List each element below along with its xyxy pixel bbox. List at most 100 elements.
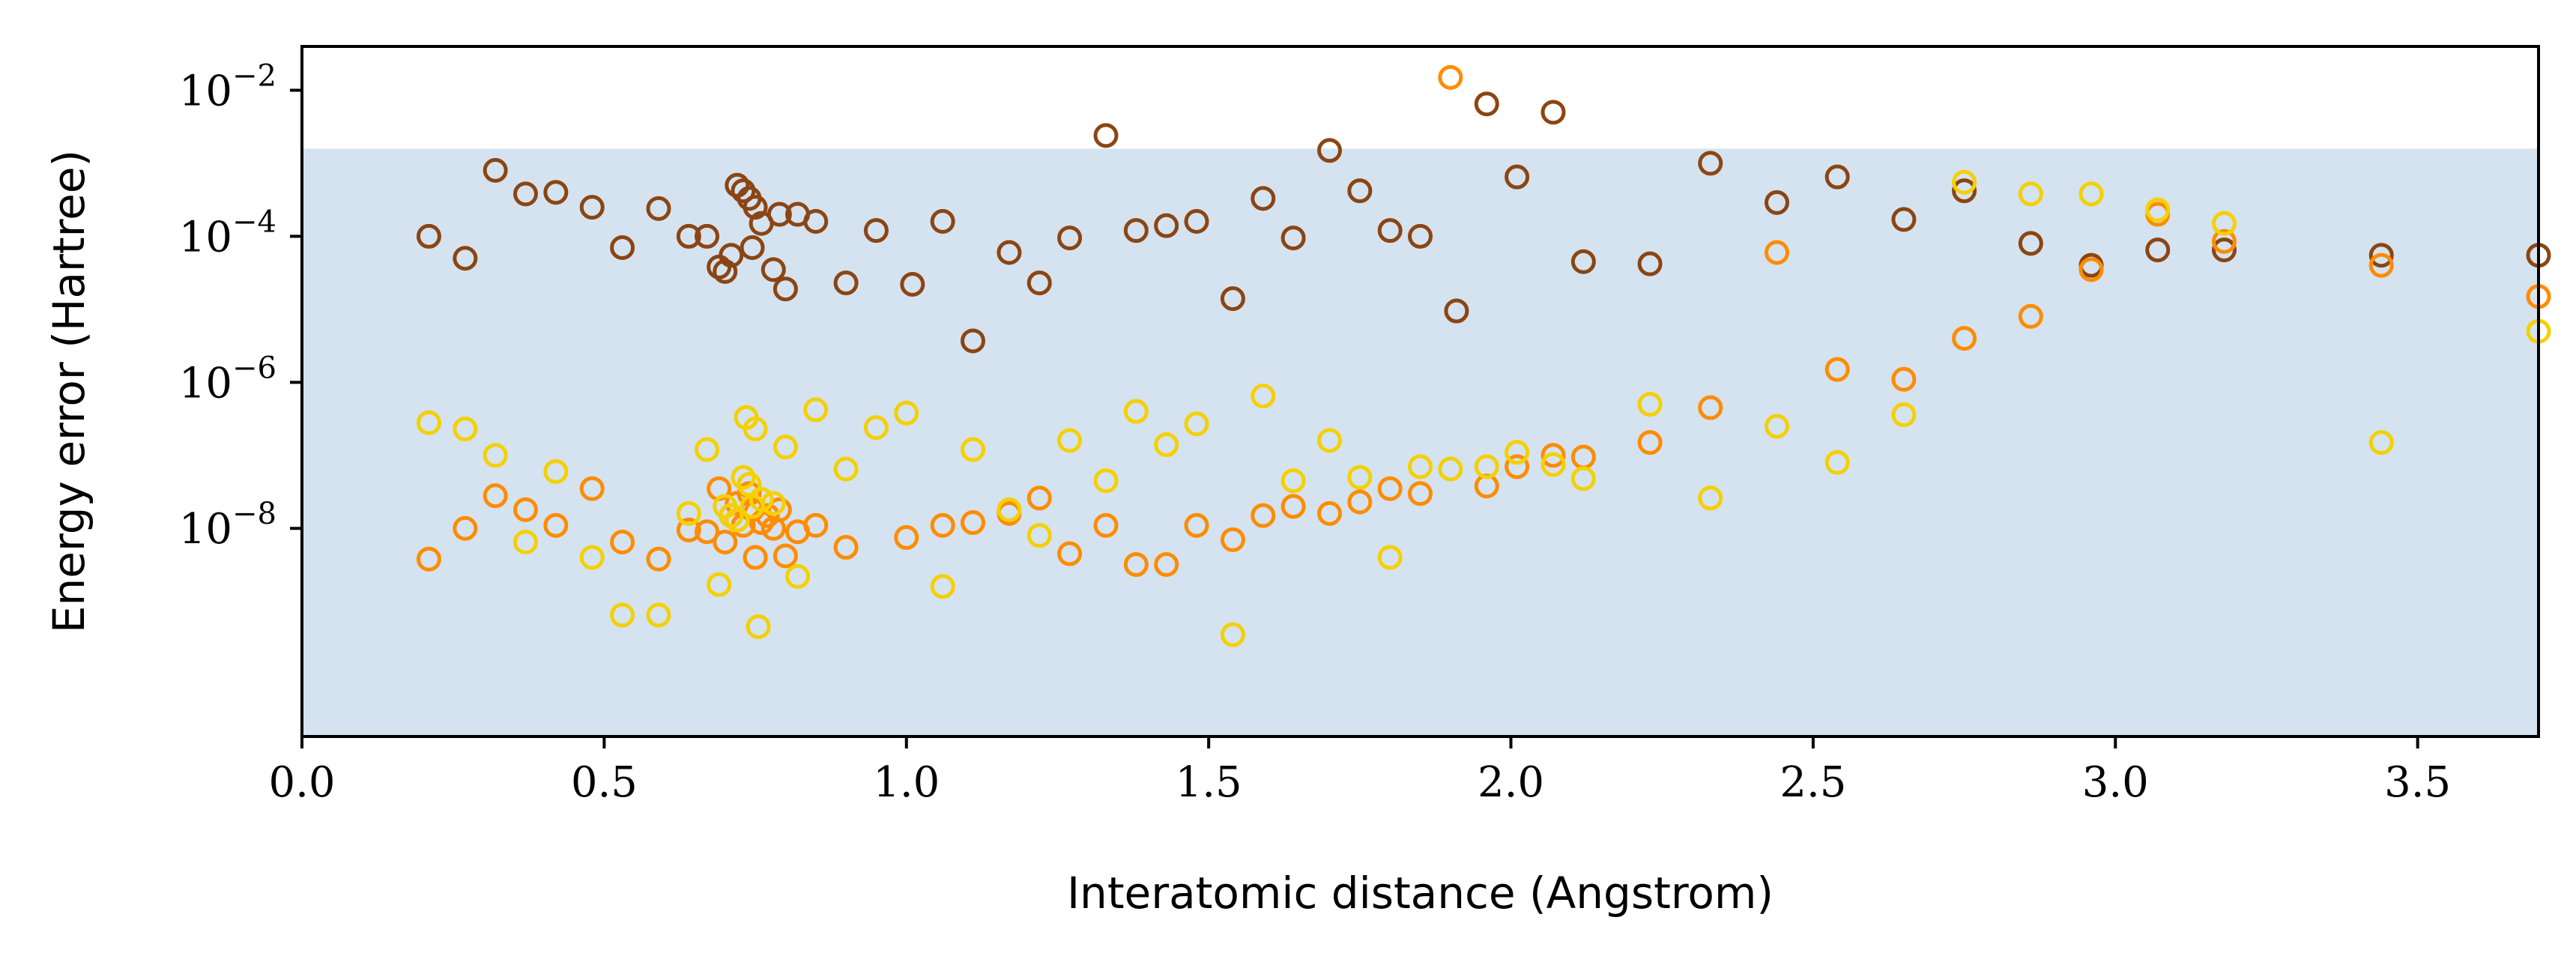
series-orange-point	[646, 546, 671, 572]
series-yellow	[416, 169, 2551, 647]
x-tick-label: 0.5	[571, 758, 638, 807]
series-brown-point	[1541, 100, 1566, 125]
series-brown-point	[833, 270, 859, 296]
series-yellow-point	[1764, 414, 1789, 439]
series-brown-point	[1093, 123, 1119, 148]
series-orange-point	[961, 510, 985, 536]
series-yellow-point	[997, 497, 1022, 522]
series-yellow-point	[1093, 468, 1119, 494]
series-yellow-point	[1541, 452, 1566, 477]
series-brown-point	[1891, 207, 1917, 232]
series-yellow-point	[1027, 523, 1052, 548]
series-yellow-point	[1057, 428, 1083, 453]
series-brown-point	[1505, 164, 1530, 190]
series-orange-point	[803, 512, 829, 538]
series-yellow-point	[1438, 456, 1463, 482]
series-brown-point	[2368, 243, 2394, 268]
series-orange-point	[1698, 395, 1723, 420]
series-yellow-point	[543, 459, 569, 484]
series-orange-point	[513, 497, 538, 522]
series-yellow-point	[1251, 384, 1276, 409]
series-brown-point	[2145, 238, 2171, 263]
series-brown-point	[1637, 251, 1663, 276]
series-brown-point	[1764, 190, 1789, 215]
series-brown-point	[725, 172, 750, 198]
series-yellow-point	[416, 410, 441, 435]
series-brown-point	[900, 271, 925, 297]
series-yellow-point	[2211, 211, 2237, 236]
series-orange-point	[737, 481, 762, 506]
x-axis-label: Interatomic distance (Angstrom)	[1067, 868, 1774, 919]
series-yellow-point	[749, 486, 774, 512]
series-orange-point	[1057, 541, 1083, 566]
series-brown-point	[863, 218, 889, 243]
series-orange-point	[1316, 500, 1342, 526]
series-brown-point	[773, 276, 798, 302]
series-orange-point	[1541, 443, 1566, 468]
series-yellow-point	[1474, 454, 1499, 480]
series-brown-point	[610, 235, 635, 260]
series-yellow-point	[1698, 485, 1723, 511]
series-yellow-point	[1220, 622, 1245, 647]
x-tick-label: 0.0	[268, 758, 335, 807]
series-yellow-point	[731, 465, 756, 490]
x-tick-label: 1.0	[873, 758, 940, 807]
series-yellow-point	[1347, 465, 1373, 490]
series-yellow-point	[1505, 440, 1530, 465]
series-orange-point	[2078, 257, 2104, 282]
series-yellow-point	[1316, 428, 1342, 453]
series-brown-point	[719, 243, 744, 268]
series-brown-point	[930, 209, 955, 235]
series-orange-point	[1220, 527, 1245, 552]
series-orange-point	[767, 497, 792, 522]
series-orange-point	[1123, 551, 1149, 577]
series-orange-point	[1505, 454, 1530, 480]
series-orange-point	[453, 515, 478, 541]
x-tick-label: 3.0	[2082, 758, 2149, 807]
y-axis-label: Energy error (Hartree)	[43, 150, 94, 633]
series-yellow-point	[746, 614, 771, 639]
series-yellow-point	[707, 572, 732, 597]
series-brown-point	[2018, 231, 2043, 256]
series-orange-point	[1027, 485, 1052, 511]
series-brown-point	[1027, 270, 1052, 296]
shaded-accuracy-region	[302, 148, 2539, 736]
y-tick-label: 10−2	[179, 58, 276, 115]
series-orange-point	[1251, 503, 1276, 528]
series-orange-point	[743, 545, 768, 570]
series-yellow-point	[1408, 454, 1433, 480]
series-yellow-point	[1824, 450, 1850, 475]
series-orange-point	[930, 512, 955, 538]
series-brown-point	[1347, 178, 1373, 204]
series-orange-point	[1281, 494, 1306, 519]
series-yellow-point	[930, 574, 955, 599]
series-brown-point	[743, 195, 768, 220]
y-tick-label: 10−8	[179, 497, 276, 554]
series-brown	[416, 91, 2551, 354]
series-yellow-point	[610, 602, 635, 628]
series-yellow-point	[676, 500, 701, 526]
series-brown-point	[1251, 186, 1276, 211]
series-yellow-point	[863, 415, 889, 441]
series-orange-point	[1408, 481, 1433, 506]
series-brown-point	[1824, 164, 1850, 190]
series-brown-point	[997, 240, 1022, 265]
series-yellow-point	[1952, 169, 1977, 195]
series-yellow-point	[743, 417, 768, 442]
series-orange-point	[695, 519, 720, 545]
series-brown-point	[513, 181, 538, 207]
series-brown-point	[646, 196, 671, 221]
series-orange-point	[1637, 430, 1663, 456]
series-yellow-point	[1891, 402, 1917, 428]
series-brown-point	[1220, 286, 1245, 312]
series-orange-point	[1347, 489, 1373, 515]
series-orange-point	[1377, 476, 1403, 501]
series-orange-point	[416, 546, 441, 572]
series-yellow-point	[1570, 466, 1596, 491]
series-yellow-point	[725, 507, 750, 533]
series-brown-point	[2211, 238, 2237, 263]
y-axis-ticks: 10−2 10−4 10−6 10−8	[179, 58, 302, 554]
y-tick-label: 10−4	[179, 205, 276, 261]
